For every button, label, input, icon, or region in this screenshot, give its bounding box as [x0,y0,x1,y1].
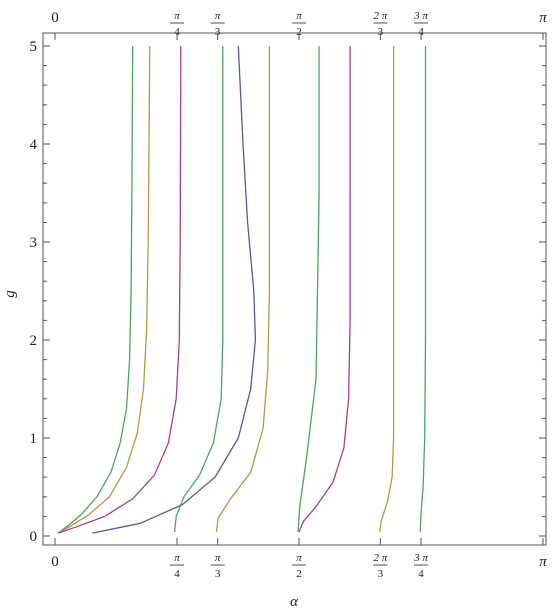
x-tick-label: 0 [51,10,59,26]
x-tick-label-denominator: 4 [174,26,180,38]
plot-frame [42,32,547,546]
x-tick-label-denominator: 4 [174,568,180,580]
series-line-2 [57,45,151,534]
series-line-9 [379,46,395,533]
x-axis-label: α [290,594,299,610]
x-tick-label-denominator: 3 [378,26,384,38]
y-axis-label: g [2,290,18,298]
x-tick-label: 0 [51,554,59,570]
x-tick-label-denominator: 3 [378,568,384,580]
x-tick-label-numerator: 2 π [373,552,387,564]
curves-layer [57,45,427,534]
x-tick-label: π [539,10,547,26]
y-tick-label: 4 [30,137,38,153]
x-tick-label-numerator: π [215,10,221,22]
x-tick-label-numerator: π [296,10,302,22]
series-line-6 [215,46,271,533]
series-line-8 [298,46,351,533]
series-line-4 [92,45,257,534]
y-axis: 0 1 2 3 4 5 [30,39,546,545]
x-tick-label-numerator: 3 π [413,552,428,564]
series-line-1 [57,45,134,534]
y-tick-label: 5 [30,39,38,55]
x-tick-label-numerator: 3 π [413,10,428,22]
y-tick-label: 3 [30,235,38,251]
x-tick-label-numerator: π [174,10,180,22]
x-tick-label-numerator: 2 π [373,10,387,22]
x-tick-label-denominator: 3 [215,568,221,580]
x-tick-label: π [539,554,547,570]
y-tick-label: 0 [30,529,38,545]
x-tick-label-numerator: π [174,552,180,564]
x-tick-label-denominator: 2 [296,26,302,38]
x-tick-label-denominator: 4 [418,568,424,580]
y-tick-label: 1 [30,431,38,447]
y-tick-label: 2 [30,333,38,349]
series-line-5 [173,46,224,533]
x-tick-label-denominator: 2 [296,568,302,580]
x-axis-top: 0 π 4 π 3 π 2 2 π 3 3 π 4 π [51,10,547,40]
series-line-10 [419,46,427,533]
series-line-7 [297,46,320,533]
series-line-3 [57,45,182,534]
x-axis-bottom: 0 π 4 π 3 π 2 2 π 3 3 π 4 π [51,538,547,580]
x-tick-label-numerator: π [296,552,302,564]
x-tick-label-numerator: π [215,552,221,564]
x-tick-label-denominator: 4 [418,26,424,38]
x-tick-label-denominator: 3 [215,26,221,38]
